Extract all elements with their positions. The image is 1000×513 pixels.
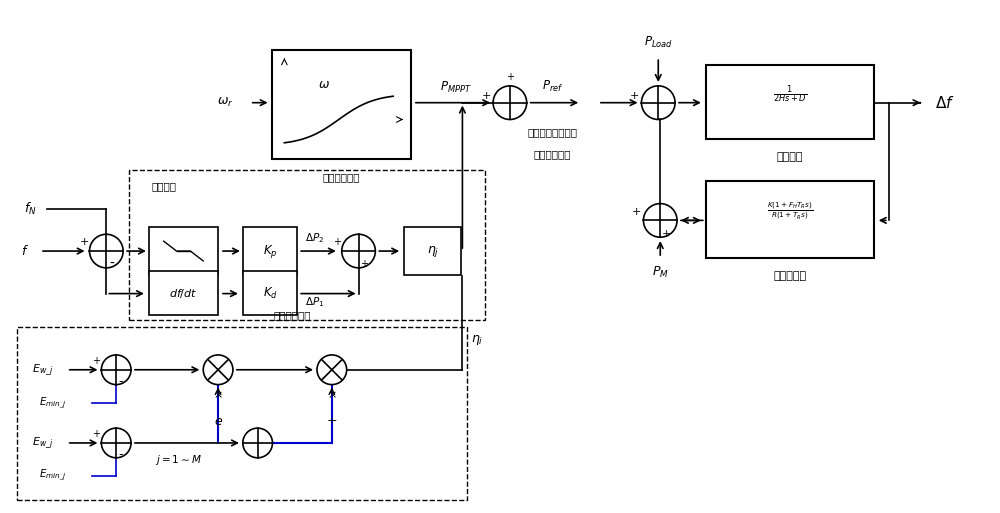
Text: 电网模型: 电网模型 [777, 152, 803, 162]
Text: +: + [333, 237, 341, 247]
Text: $E_{w\_j}$: $E_{w\_j}$ [32, 435, 54, 451]
Text: $E_{w\_j}$: $E_{w\_j}$ [32, 362, 54, 378]
Text: +: + [80, 237, 89, 247]
Text: +: + [92, 429, 100, 439]
Text: $\div$: $\div$ [326, 413, 337, 426]
Text: $K_d$: $K_d$ [263, 286, 278, 301]
Text: 协同控制策略: 协同控制策略 [274, 310, 311, 320]
FancyBboxPatch shape [404, 227, 461, 275]
FancyBboxPatch shape [706, 181, 874, 258]
Text: +: + [632, 207, 641, 218]
Text: $P_{MPPT}$: $P_{MPPT}$ [440, 81, 471, 95]
Text: -: - [118, 448, 122, 461]
FancyBboxPatch shape [243, 227, 297, 275]
Text: 同步机模型: 同步机模型 [773, 271, 806, 281]
FancyBboxPatch shape [149, 227, 218, 275]
Text: 频率死区: 频率死区 [151, 181, 176, 191]
Text: $E_{min\_j}$: $E_{min\_j}$ [39, 468, 67, 483]
Text: +: + [661, 229, 671, 239]
Text: -: - [110, 257, 115, 271]
Text: $\eta_i$: $\eta_i$ [471, 333, 483, 347]
Text: +: + [481, 91, 491, 101]
Text: $f_N$: $f_N$ [24, 201, 37, 216]
Text: $\Delta f$: $\Delta f$ [935, 95, 955, 111]
Text: $\omega$: $\omega$ [318, 78, 330, 91]
Text: -: - [118, 375, 122, 388]
Text: +: + [360, 259, 368, 269]
Text: $f$: $f$ [21, 244, 29, 258]
FancyBboxPatch shape [17, 327, 467, 500]
Text: $\eta_j$: $\eta_j$ [427, 244, 439, 259]
Text: $\Delta P_2$: $\Delta P_2$ [305, 231, 325, 245]
Text: $\times$: $\times$ [213, 390, 223, 401]
Text: $P_{Load}$: $P_{Load}$ [644, 35, 673, 50]
FancyBboxPatch shape [149, 271, 218, 315]
Text: $P_{ref}$: $P_{ref}$ [542, 80, 563, 94]
Text: +: + [92, 356, 100, 366]
FancyBboxPatch shape [272, 50, 411, 159]
Text: $P_M$: $P_M$ [652, 265, 669, 281]
Text: $\omega_r$: $\omega_r$ [217, 96, 233, 109]
Text: 有功参考指令: 有功参考指令 [534, 149, 571, 159]
Text: +: + [506, 72, 514, 82]
FancyBboxPatch shape [243, 271, 297, 315]
Text: $E_{min\_j}$: $E_{min\_j}$ [39, 396, 67, 411]
Text: +: + [630, 91, 639, 101]
FancyBboxPatch shape [129, 170, 485, 320]
Text: $\times$: $\times$ [327, 390, 337, 401]
Text: $\frac{1}{2Hs+D}$: $\frac{1}{2Hs+D}$ [773, 84, 807, 105]
Text: $j=1\sim M$: $j=1\sim M$ [155, 453, 202, 467]
Text: $df/dt$: $df/dt$ [169, 287, 198, 300]
Text: $\frac{K(1+F_H T_R s)}{R(1+T_R s)}$: $\frac{K(1+F_H T_R s)}{R(1+T_R s)}$ [767, 201, 813, 222]
Text: 协同控制系数: 协同控制系数 [323, 172, 360, 182]
FancyBboxPatch shape [706, 65, 874, 140]
Text: $e$: $e$ [214, 415, 223, 428]
Text: $K_p$: $K_p$ [263, 243, 277, 260]
Text: 更新构网型变流器: 更新构网型变流器 [527, 127, 577, 137]
Text: $\Delta P_1$: $\Delta P_1$ [305, 295, 325, 309]
